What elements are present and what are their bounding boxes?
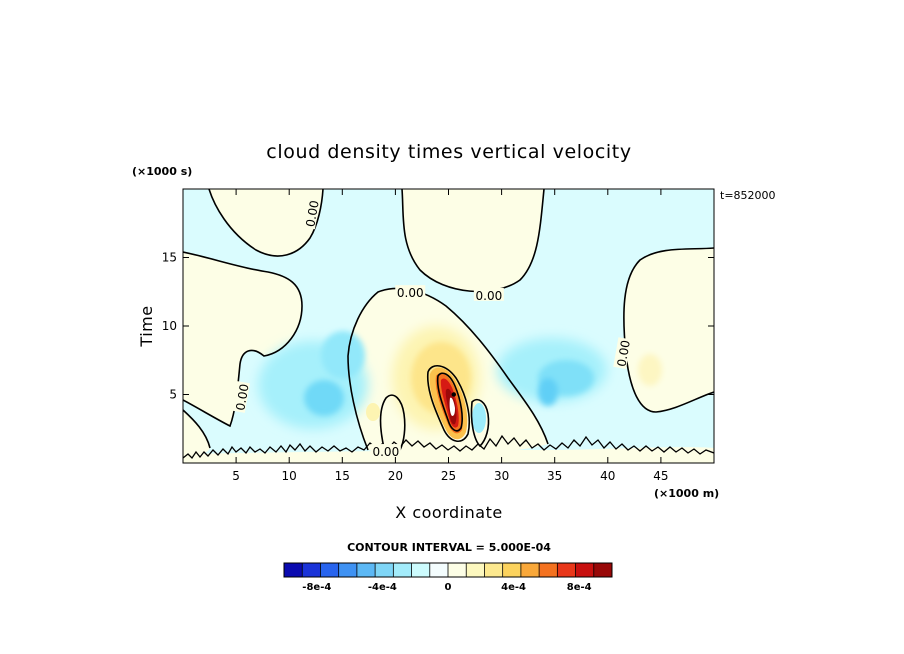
y-axis-label: Time: [137, 305, 156, 347]
colorbar-swatch: [520, 563, 540, 577]
region-top-left: [209, 189, 323, 257]
positive-shading: [366, 326, 662, 440]
colorbar-swatch: [375, 563, 394, 577]
contour-inner-right: [470, 398, 490, 448]
svg-text:0.00: 0.00: [303, 199, 321, 228]
colorbar-title: CONTOUR INTERVAL = 5.000E-04: [347, 541, 551, 554]
y-tick-label: 5: [169, 388, 177, 402]
colorbar-swatch: [593, 563, 613, 577]
contour-core: [426, 365, 471, 442]
colorbar-swatch: [338, 563, 358, 577]
contour-value-label: 0.00: [613, 337, 633, 370]
x-tick-label: 20: [388, 469, 403, 483]
x-units-label: (×1000 m): [654, 487, 719, 500]
contour-top-mid: [401, 189, 545, 293]
contour-inner-left: [379, 394, 406, 451]
y-tick-label: 15: [162, 251, 177, 265]
colorbar-swatch: [411, 563, 431, 577]
svg-text:0.00: 0.00: [372, 445, 399, 459]
x-tick-label: 10: [282, 469, 297, 483]
svg-text:0.00: 0.00: [233, 383, 251, 412]
colorbar-swatch: [320, 563, 340, 577]
x-tick-label: 25: [441, 469, 456, 483]
colorbar-swatch: [284, 563, 303, 577]
timestamp-label: t=852000: [720, 189, 776, 202]
colorbar-swatch: [302, 563, 321, 577]
contour-core-inner: [436, 372, 463, 432]
colorbar-swatch: [557, 563, 577, 577]
contour-value-label: 0.00: [370, 444, 401, 459]
colorbar-swatch: [502, 563, 522, 577]
colorbar-tick-label: -8e-4: [302, 582, 331, 593]
x-tick-label: 30: [494, 469, 509, 483]
contour-value-label: 0.00: [302, 197, 322, 230]
region-top-mid: [402, 189, 544, 292]
axis-ticks: 5 10 15 20 25 30 35 40 45 5 10 15: [162, 189, 714, 483]
colorbar-swatch: [448, 563, 467, 577]
x-tick-label: 15: [335, 469, 350, 483]
maximum-marker: [451, 392, 457, 397]
contour-value-label: 0.00: [231, 381, 252, 413]
region-bottom-left: [183, 410, 210, 458]
x-tick-label: 5: [232, 469, 240, 483]
contour-left-lobe: [183, 251, 303, 428]
colorbar-tick-label: 4e-4: [501, 582, 526, 593]
region-left-lobe: [183, 252, 302, 426]
negative-shading: [258, 331, 607, 429]
y-tick-label: 10: [162, 319, 177, 333]
contour-top-left: [208, 189, 324, 257]
x-tick-label: 40: [600, 469, 615, 483]
colorbar-tick-label: -4e-4: [368, 582, 397, 593]
colorbar-swatch: [356, 563, 376, 577]
contour-value-label: 0.00: [395, 285, 426, 300]
contour-value-labels: 0.00 0.00 0.00 0.00 0.00 0.00: [231, 197, 633, 459]
colorbar-frame: [283, 562, 613, 578]
colorbar-swatch: [429, 563, 449, 577]
colorbar: -8e-4 -4e-4 0 4e-4 8e-4: [283, 562, 613, 593]
x-tick-label: 45: [653, 469, 668, 483]
colorbar-tick-label: 8e-4: [567, 582, 592, 593]
contour-ground-wiggle: [183, 434, 714, 460]
plot-area: 0.00 0.00 0.00 0.00 0.00 0.00: [183, 189, 714, 463]
colorbar-swatch: [466, 563, 485, 577]
x-tick-label: 35: [547, 469, 562, 483]
contour-value-label: 0.00: [473, 287, 504, 303]
x-axis-label: X coordinate: [395, 503, 502, 522]
svg-text:0.00: 0.00: [397, 286, 424, 300]
colorbar-swatch: [393, 563, 413, 577]
region-bottom-strip: [183, 447, 714, 463]
colorbar-swatch: [575, 563, 595, 577]
colorbar-tick-label: 0: [445, 582, 452, 593]
contour-bottom-left: [183, 409, 211, 449]
svg-text:0.00: 0.00: [615, 339, 633, 368]
y-units-label: (×1000 s): [132, 165, 192, 178]
chart-title: cloud density times vertical velocity: [266, 141, 631, 163]
colorbar-swatch: [539, 563, 558, 577]
svg-text:0.00: 0.00: [475, 289, 502, 303]
colorbar-swatch: [484, 563, 504, 577]
